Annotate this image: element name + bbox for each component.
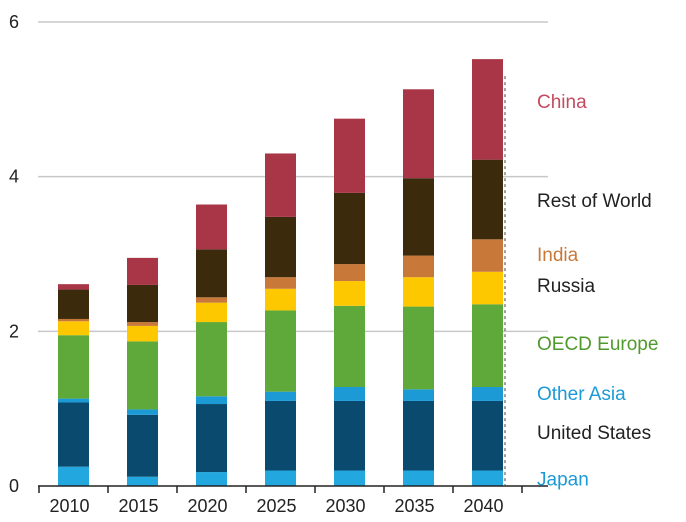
bar-segment bbox=[58, 402, 89, 467]
x-tick-label: 2035 bbox=[394, 496, 434, 516]
bar-segment bbox=[403, 306, 434, 390]
bar-segment bbox=[472, 159, 503, 240]
bar-segment bbox=[403, 400, 434, 471]
bar-segment bbox=[334, 387, 365, 401]
bar-segment bbox=[127, 325, 158, 342]
bar-segment bbox=[334, 192, 365, 265]
bar-segment bbox=[58, 398, 89, 403]
x-axis: 2010 2015 2020 2025 2030 2035 2040 bbox=[38, 76, 548, 516]
bar-segment bbox=[127, 476, 158, 486]
bar-segment bbox=[196, 249, 227, 298]
legend-label: India bbox=[537, 245, 579, 266]
y-tick-label: 0 bbox=[9, 476, 19, 496]
bar-segment bbox=[265, 277, 296, 289]
bars bbox=[58, 59, 503, 486]
bar-segment bbox=[127, 414, 158, 477]
bar-segment bbox=[127, 322, 158, 326]
bar-segment bbox=[334, 470, 365, 486]
bar-segment bbox=[472, 271, 503, 305]
bar-segment bbox=[58, 321, 89, 336]
bar-segment bbox=[265, 310, 296, 392]
bar-segment bbox=[58, 335, 89, 399]
x-tick-label: 2020 bbox=[187, 496, 227, 516]
bar-segment bbox=[265, 153, 296, 217]
bar-segment bbox=[403, 277, 434, 307]
bar-segment bbox=[127, 341, 158, 410]
bar-segment bbox=[265, 288, 296, 311]
bar-segment bbox=[265, 216, 296, 278]
bar-segment bbox=[334, 305, 365, 388]
bar-segment bbox=[196, 404, 227, 473]
legend-label: United States bbox=[537, 423, 651, 444]
bar-segment bbox=[127, 257, 158, 285]
y-axis: 0 2 4 6 bbox=[9, 12, 19, 496]
bar-segment bbox=[58, 284, 89, 290]
bar-segment bbox=[403, 178, 434, 256]
bar-segment bbox=[196, 396, 227, 405]
bar-segment bbox=[334, 400, 365, 471]
bar-segment bbox=[334, 118, 365, 193]
x-tick-label: 2030 bbox=[325, 496, 365, 516]
bar-segment bbox=[58, 289, 89, 319]
legend-label: Japan bbox=[537, 469, 589, 490]
x-tick-label: 2010 bbox=[49, 496, 89, 516]
legend-label: Rest of World bbox=[537, 191, 652, 212]
x-tick-label: 2025 bbox=[256, 496, 296, 516]
bar-segment bbox=[403, 89, 434, 179]
bar-segment bbox=[127, 409, 158, 415]
bar-segment bbox=[334, 264, 365, 282]
bar-segment bbox=[472, 400, 503, 471]
bar-segment bbox=[472, 304, 503, 388]
bar-segment bbox=[472, 470, 503, 486]
bar-segment bbox=[196, 322, 227, 397]
bar-segment bbox=[472, 59, 503, 160]
bar-segment bbox=[196, 472, 227, 486]
bar-segment bbox=[58, 318, 89, 322]
bar-segment bbox=[127, 284, 158, 323]
legend: China Rest of World India Russia OECD Europe… bbox=[537, 92, 658, 490]
legend-label: Other Asia bbox=[537, 384, 626, 405]
bar-segment bbox=[472, 239, 503, 272]
y-tick-label: 4 bbox=[9, 167, 19, 187]
x-tick-label: 2040 bbox=[463, 496, 503, 516]
bar-segment bbox=[403, 470, 434, 486]
x-tick-label: 2015 bbox=[118, 496, 158, 516]
bar-segment bbox=[403, 389, 434, 401]
y-tick-label: 6 bbox=[9, 12, 19, 32]
bar-segment bbox=[472, 387, 503, 401]
legend-label: OECD Europe bbox=[537, 334, 658, 355]
bar-segment bbox=[265, 470, 296, 486]
bar-segment bbox=[403, 255, 434, 278]
legend-label: Russia bbox=[537, 276, 596, 297]
y-tick-label: 2 bbox=[9, 321, 19, 341]
bar-segment bbox=[58, 466, 89, 486]
bar-segment bbox=[196, 204, 227, 250]
bar-segment bbox=[196, 297, 227, 303]
bar-segment bbox=[334, 281, 365, 306]
bar-segment bbox=[196, 302, 227, 323]
bar-segment bbox=[265, 400, 296, 471]
legend-label: China bbox=[537, 92, 587, 113]
bar-segment bbox=[265, 391, 296, 401]
